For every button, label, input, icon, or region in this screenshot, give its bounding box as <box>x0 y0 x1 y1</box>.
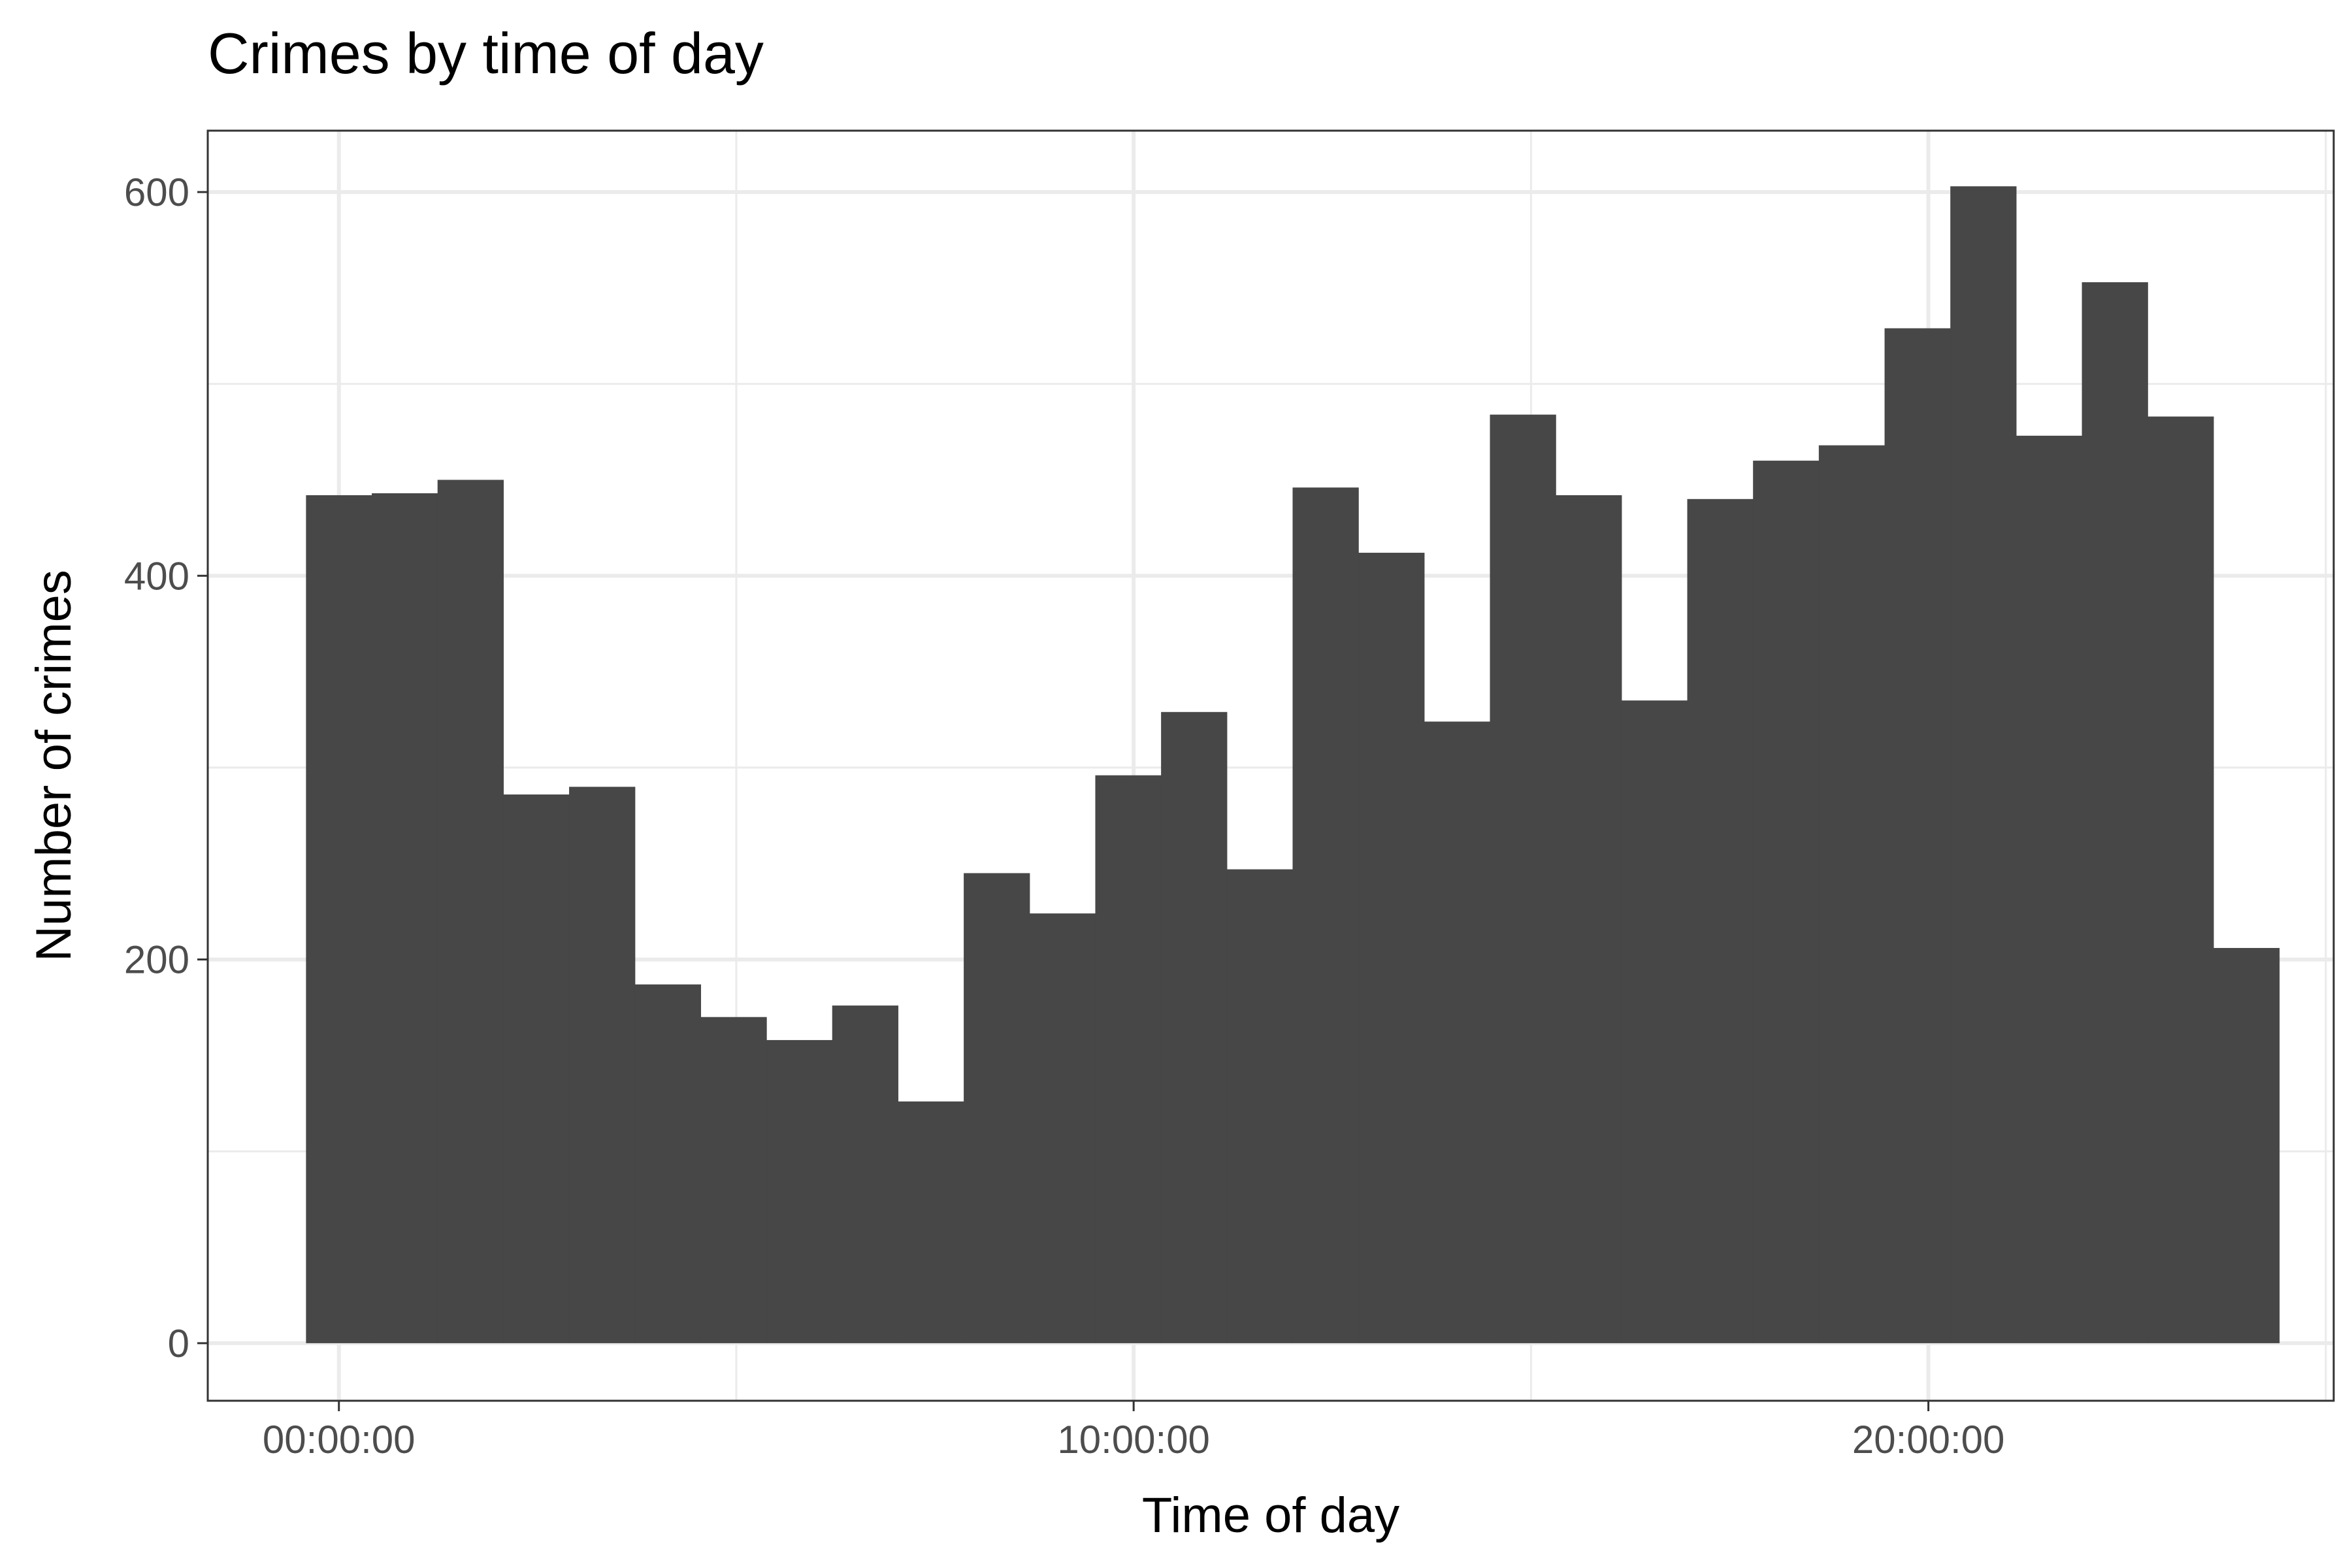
y-axis: 0 200 400 600 <box>124 171 208 1365</box>
histogram-bar <box>437 480 504 1343</box>
histogram-bar <box>1490 414 1556 1343</box>
histogram-bar <box>1095 775 1162 1343</box>
histogram-bar <box>1818 445 1886 1343</box>
histogram-bar <box>700 1017 767 1343</box>
y-tick-label: 200 <box>124 938 189 982</box>
histogram-bar <box>306 495 372 1343</box>
histogram-bar <box>1358 553 1425 1343</box>
histogram-bar <box>1161 711 1228 1343</box>
histogram-bar <box>634 984 702 1343</box>
histogram-bar <box>964 873 1030 1343</box>
y-axis-title: Number of crimes <box>26 570 82 962</box>
y-tick-label: 400 <box>124 554 189 598</box>
histogram-bar <box>1292 487 1359 1343</box>
histogram-bar <box>832 1005 899 1343</box>
chart-title: Crimes by time of day <box>208 21 764 86</box>
x-axis: 00:00:00 10:00:00 20:00:00 <box>263 1401 2004 1462</box>
histogram-bar <box>1950 186 2017 1343</box>
plot-panel-border <box>206 129 2335 1402</box>
histogram-bar <box>1029 913 1096 1343</box>
histogram-bar <box>1556 495 1622 1343</box>
histogram-bar <box>1884 328 1951 1343</box>
histogram-bar <box>1226 869 1294 1343</box>
bars <box>306 186 2280 1343</box>
histogram-bar <box>2082 282 2148 1343</box>
histogram-bar <box>1687 498 1754 1343</box>
histogram-bar <box>2148 416 2214 1343</box>
histogram-bar <box>1424 721 1491 1343</box>
x-tick-label: 10:00:00 <box>1057 1418 1210 1462</box>
histogram-bar <box>503 794 570 1343</box>
x-tick-label: 20:00:00 <box>1852 1418 2005 1462</box>
histogram-bar <box>766 1039 833 1343</box>
histogram-bar <box>1753 461 1820 1343</box>
histogram-bar <box>2213 947 2280 1343</box>
x-tick-label: 00:00:00 <box>263 1418 416 1462</box>
histogram-bar <box>2016 435 2083 1343</box>
y-tick-label: 600 <box>124 171 189 214</box>
histogram-bar <box>569 787 636 1343</box>
histogram-bar <box>1621 700 1688 1343</box>
histogram-bar <box>372 493 438 1343</box>
x-axis-title: Time of day <box>1142 1488 1399 1543</box>
y-tick-label: 0 <box>168 1322 189 1365</box>
histogram-bar <box>898 1101 964 1343</box>
